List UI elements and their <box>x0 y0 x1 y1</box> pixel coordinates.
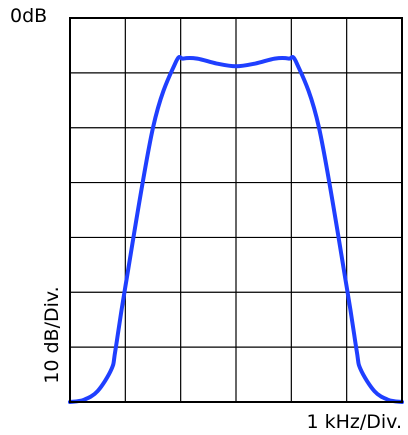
x-axis-label: 1 kHz/Div. <box>306 411 402 433</box>
filter-response-curve <box>68 55 404 404</box>
zero-db-label: 0dB <box>10 5 47 27</box>
chart-grid <box>70 18 402 402</box>
plot-frame <box>69 17 403 403</box>
y-axis-label: 10 dB/Div. <box>41 286 63 383</box>
